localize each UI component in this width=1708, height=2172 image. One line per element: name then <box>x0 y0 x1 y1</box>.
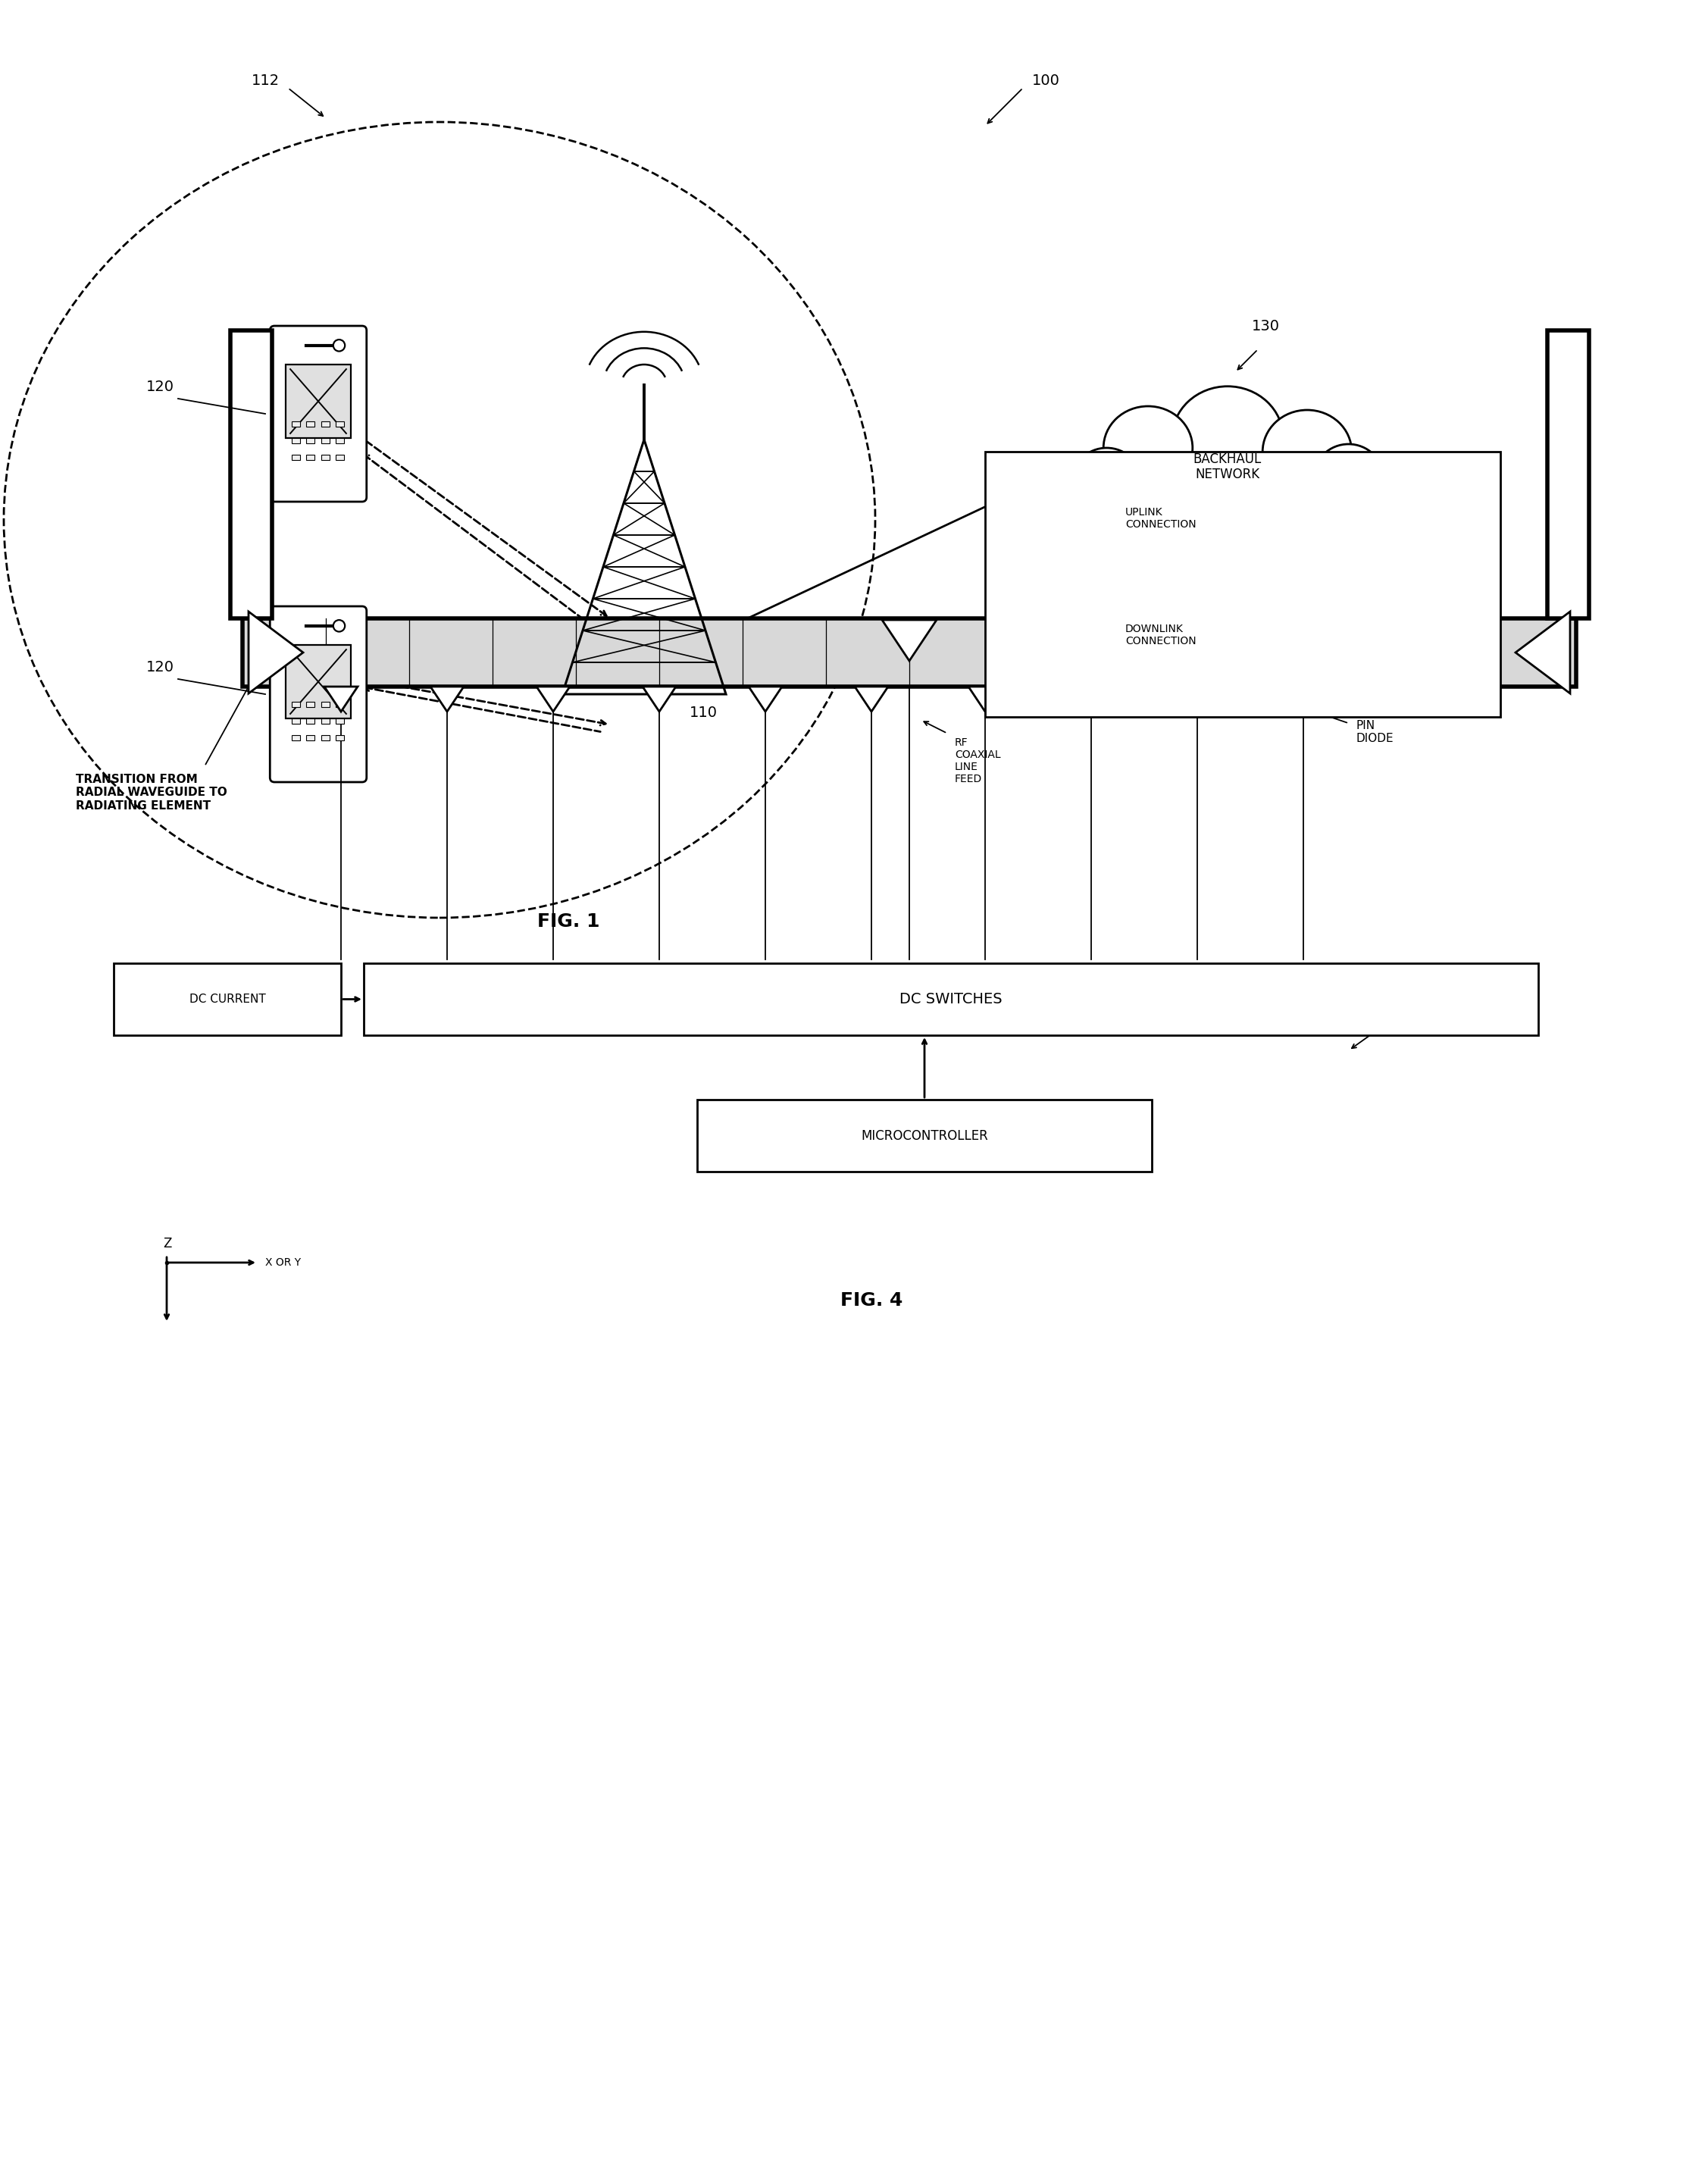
Bar <box>306 439 314 443</box>
Polygon shape <box>430 686 465 712</box>
Text: RF
COAXIAL
LINE
FEED: RF COAXIAL LINE FEED <box>955 736 1001 784</box>
Text: 120: 120 <box>147 660 174 675</box>
Text: PIN
DIODE: PIN DIODE <box>1356 719 1394 745</box>
Bar <box>306 719 314 723</box>
Bar <box>321 719 330 723</box>
Polygon shape <box>249 613 302 693</box>
Bar <box>292 736 301 741</box>
Bar <box>986 452 1500 717</box>
Text: Z: Z <box>162 1236 171 1251</box>
Bar <box>231 330 272 619</box>
Text: FIG. 4: FIG. 4 <box>840 1292 902 1310</box>
FancyBboxPatch shape <box>270 606 367 782</box>
Bar <box>285 645 350 719</box>
Polygon shape <box>325 686 357 712</box>
Ellipse shape <box>1172 387 1283 491</box>
Bar <box>335 421 343 426</box>
Ellipse shape <box>1117 473 1243 545</box>
Text: UPLINK
CONNECTION: UPLINK CONNECTION <box>1126 506 1196 530</box>
Bar <box>306 702 314 708</box>
Polygon shape <box>536 686 570 712</box>
Text: 400: 400 <box>1411 997 1438 1012</box>
Bar <box>697 1099 1151 1171</box>
Bar <box>335 439 343 443</box>
Text: TRANSITION FROM
RADIAL WAVEGUIDE TO
RADIATING ELEMENT: TRANSITION FROM RADIAL WAVEGUIDE TO RADI… <box>75 773 227 812</box>
Bar <box>335 736 343 741</box>
Bar <box>1547 330 1588 619</box>
Bar <box>321 439 330 443</box>
Polygon shape <box>968 686 1003 712</box>
Text: 110: 110 <box>690 706 717 719</box>
Polygon shape <box>642 686 676 712</box>
Ellipse shape <box>1071 447 1141 517</box>
Bar <box>306 736 314 741</box>
Text: DC CURRENT: DC CURRENT <box>190 993 265 1006</box>
Ellipse shape <box>1103 406 1192 489</box>
Bar <box>292 702 301 708</box>
Ellipse shape <box>1214 471 1336 539</box>
Bar <box>335 702 343 708</box>
Ellipse shape <box>1262 411 1351 493</box>
Bar <box>114 962 342 1036</box>
Bar <box>321 736 330 741</box>
Polygon shape <box>748 686 782 712</box>
Bar <box>292 456 301 460</box>
Text: MICROCONTROLLER: MICROCONTROLLER <box>861 1129 987 1142</box>
Bar <box>335 719 343 723</box>
Text: FIG. 1: FIG. 1 <box>536 912 600 930</box>
Text: DOWNLINK
CONNECTION: DOWNLINK CONNECTION <box>1126 623 1196 647</box>
Text: 130: 130 <box>1252 319 1279 334</box>
Polygon shape <box>854 686 888 712</box>
Text: 112: 112 <box>251 74 280 87</box>
Bar <box>335 456 343 460</box>
Text: DC SWITCHES: DC SWITCHES <box>900 993 1003 1006</box>
Polygon shape <box>1180 686 1214 712</box>
Bar <box>292 421 301 426</box>
Polygon shape <box>1286 686 1320 712</box>
Bar <box>306 456 314 460</box>
Text: 100: 100 <box>1032 74 1059 87</box>
Ellipse shape <box>1180 489 1276 550</box>
Text: X OR Y: X OR Y <box>265 1258 301 1268</box>
Bar <box>243 619 1576 686</box>
Bar <box>364 962 1539 1036</box>
Polygon shape <box>881 619 936 660</box>
Bar <box>321 702 330 708</box>
Polygon shape <box>1515 613 1570 693</box>
Polygon shape <box>1074 686 1108 712</box>
Bar <box>306 421 314 426</box>
Bar <box>292 439 301 443</box>
Text: BACKHAUL
NETWORK: BACKHAUL NETWORK <box>1194 452 1262 482</box>
Bar <box>321 421 330 426</box>
Bar <box>285 365 350 439</box>
Text: 120: 120 <box>147 380 174 393</box>
FancyBboxPatch shape <box>270 326 367 502</box>
Bar <box>292 719 301 723</box>
Bar <box>321 456 330 460</box>
Ellipse shape <box>1313 443 1383 513</box>
